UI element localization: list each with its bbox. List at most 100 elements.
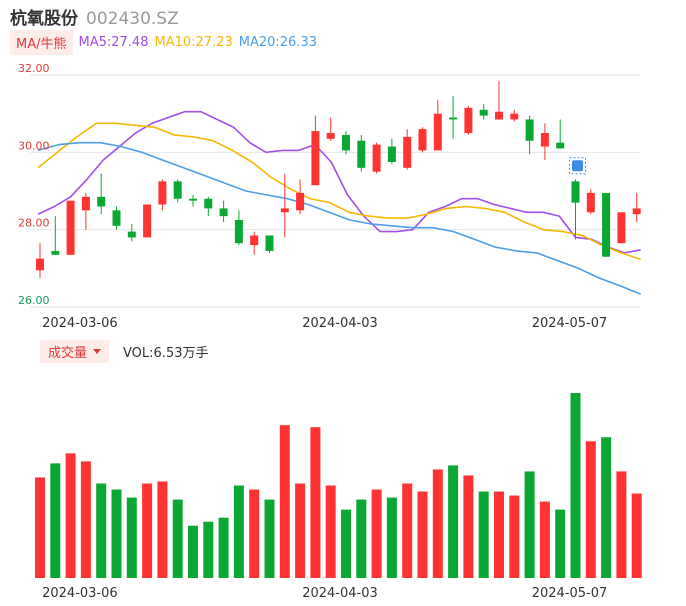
candle-body (632, 208, 641, 215)
candle-body (112, 210, 121, 226)
candle-body (556, 142, 565, 149)
stock-name: 杭氧股份 (10, 9, 78, 29)
ma10-line (37, 122, 641, 261)
volume-toggle-button[interactable]: 成交量 (40, 339, 110, 363)
candle (189, 194, 197, 207)
volume-bar (341, 509, 351, 578)
candle (311, 115, 320, 186)
ma-toggle-button[interactable]: MA/牛熊 (10, 29, 73, 55)
candle-body (571, 181, 580, 203)
candle (66, 200, 75, 255)
candle-body (342, 134, 350, 151)
volume-bar (524, 471, 535, 578)
volume-bar (570, 393, 581, 578)
candle-body (387, 146, 396, 162)
stock-code: 002430.SZ (86, 9, 179, 29)
candle-body (296, 192, 305, 211)
price-tick-label: 32.00 (18, 62, 50, 75)
volume-bar (50, 463, 61, 578)
candle (495, 80, 503, 120)
volume-bars (35, 393, 642, 578)
volume-bar (188, 525, 198, 578)
candle-body (464, 107, 473, 133)
price-axis-ticks: 26.00 28.00 30.00 32.00 (18, 62, 50, 307)
date-tick-label: 2024-03-06 (42, 316, 118, 331)
candle (112, 206, 121, 230)
candle (127, 223, 136, 242)
candle (326, 117, 335, 141)
candle (540, 123, 549, 161)
candle (525, 115, 534, 155)
volume-bar (585, 441, 596, 578)
volume-bar (233, 485, 244, 578)
volume-date-axis-ticks: 2024-03-06 2024-04-03 2024-05-07 (42, 586, 607, 601)
candle-body (219, 208, 228, 217)
candle (586, 189, 595, 215)
candle (556, 119, 565, 149)
candle-body (234, 220, 243, 244)
candle (464, 105, 473, 135)
volume-bar (142, 483, 153, 578)
volume-bar (157, 481, 168, 578)
candle (219, 200, 228, 222)
candle-body (127, 231, 136, 238)
volume-bar (203, 521, 214, 578)
volume-legend: 成交量 VOL:6.53万手 (40, 339, 209, 363)
candle (571, 179, 580, 240)
volume-bar (539, 501, 550, 578)
volume-bar (80, 461, 91, 578)
candle (173, 179, 182, 203)
candle-body (418, 129, 427, 151)
date-axis-ticks: 2024-03-06 2024-04-03 2024-05-07 (42, 316, 607, 331)
volume-bar (371, 489, 382, 578)
date-tick-label: 2024-05-07 (532, 316, 608, 331)
candle-body (525, 119, 534, 141)
volume-bar (264, 499, 275, 578)
candle-body (403, 136, 412, 168)
volume-bar (356, 499, 367, 578)
candle-body (510, 113, 519, 120)
volume-value: VOL:6.53万手 (123, 345, 209, 361)
caret-down-icon (93, 348, 102, 354)
candle (143, 204, 152, 238)
volume-bar (218, 517, 229, 578)
ma5-line (37, 110, 641, 254)
volume-bar (126, 497, 137, 578)
price-tick-label: 28.00 (18, 217, 50, 230)
candle (479, 104, 488, 120)
candle (510, 109, 519, 122)
candle (372, 142, 381, 174)
volume-bar (417, 491, 428, 578)
candle-body (204, 198, 213, 209)
ma-legend: MA/牛熊 MA5:27.48 MA10:27.23 MA20:26.33 (10, 29, 317, 55)
volume-bar (432, 469, 443, 578)
candle (204, 196, 213, 217)
volume-date-tick-label: 2024-03-06 (42, 586, 118, 601)
ma5-label: MA5:27.48 (78, 34, 149, 50)
ma10-label: MA10:27.23 (154, 34, 233, 50)
volume-date-tick-label: 2024-05-07 (532, 586, 608, 601)
volume-bar (111, 489, 122, 578)
volume-date-tick-label: 2024-04-03 (302, 586, 378, 601)
price-tick-label: 26.00 (18, 294, 50, 307)
candle (403, 129, 412, 170)
candle (617, 212, 626, 244)
candle (158, 179, 167, 211)
candle-body (158, 181, 167, 205)
volume-bar (35, 477, 45, 578)
candle (602, 192, 611, 257)
candle (265, 235, 274, 253)
price-tick-label: 30.00 (18, 139, 50, 152)
candle-body (586, 192, 595, 213)
candle (280, 173, 289, 238)
stock-header: 杭氧股份 002430.SZ (10, 4, 179, 29)
volume-bar (96, 483, 107, 578)
volume-bar (555, 509, 566, 578)
candle (36, 243, 44, 278)
volume-bar (631, 493, 642, 578)
ma-lines (37, 110, 642, 295)
candle-body (540, 133, 549, 147)
volume-bar (310, 427, 321, 578)
volume-bar (616, 471, 627, 578)
